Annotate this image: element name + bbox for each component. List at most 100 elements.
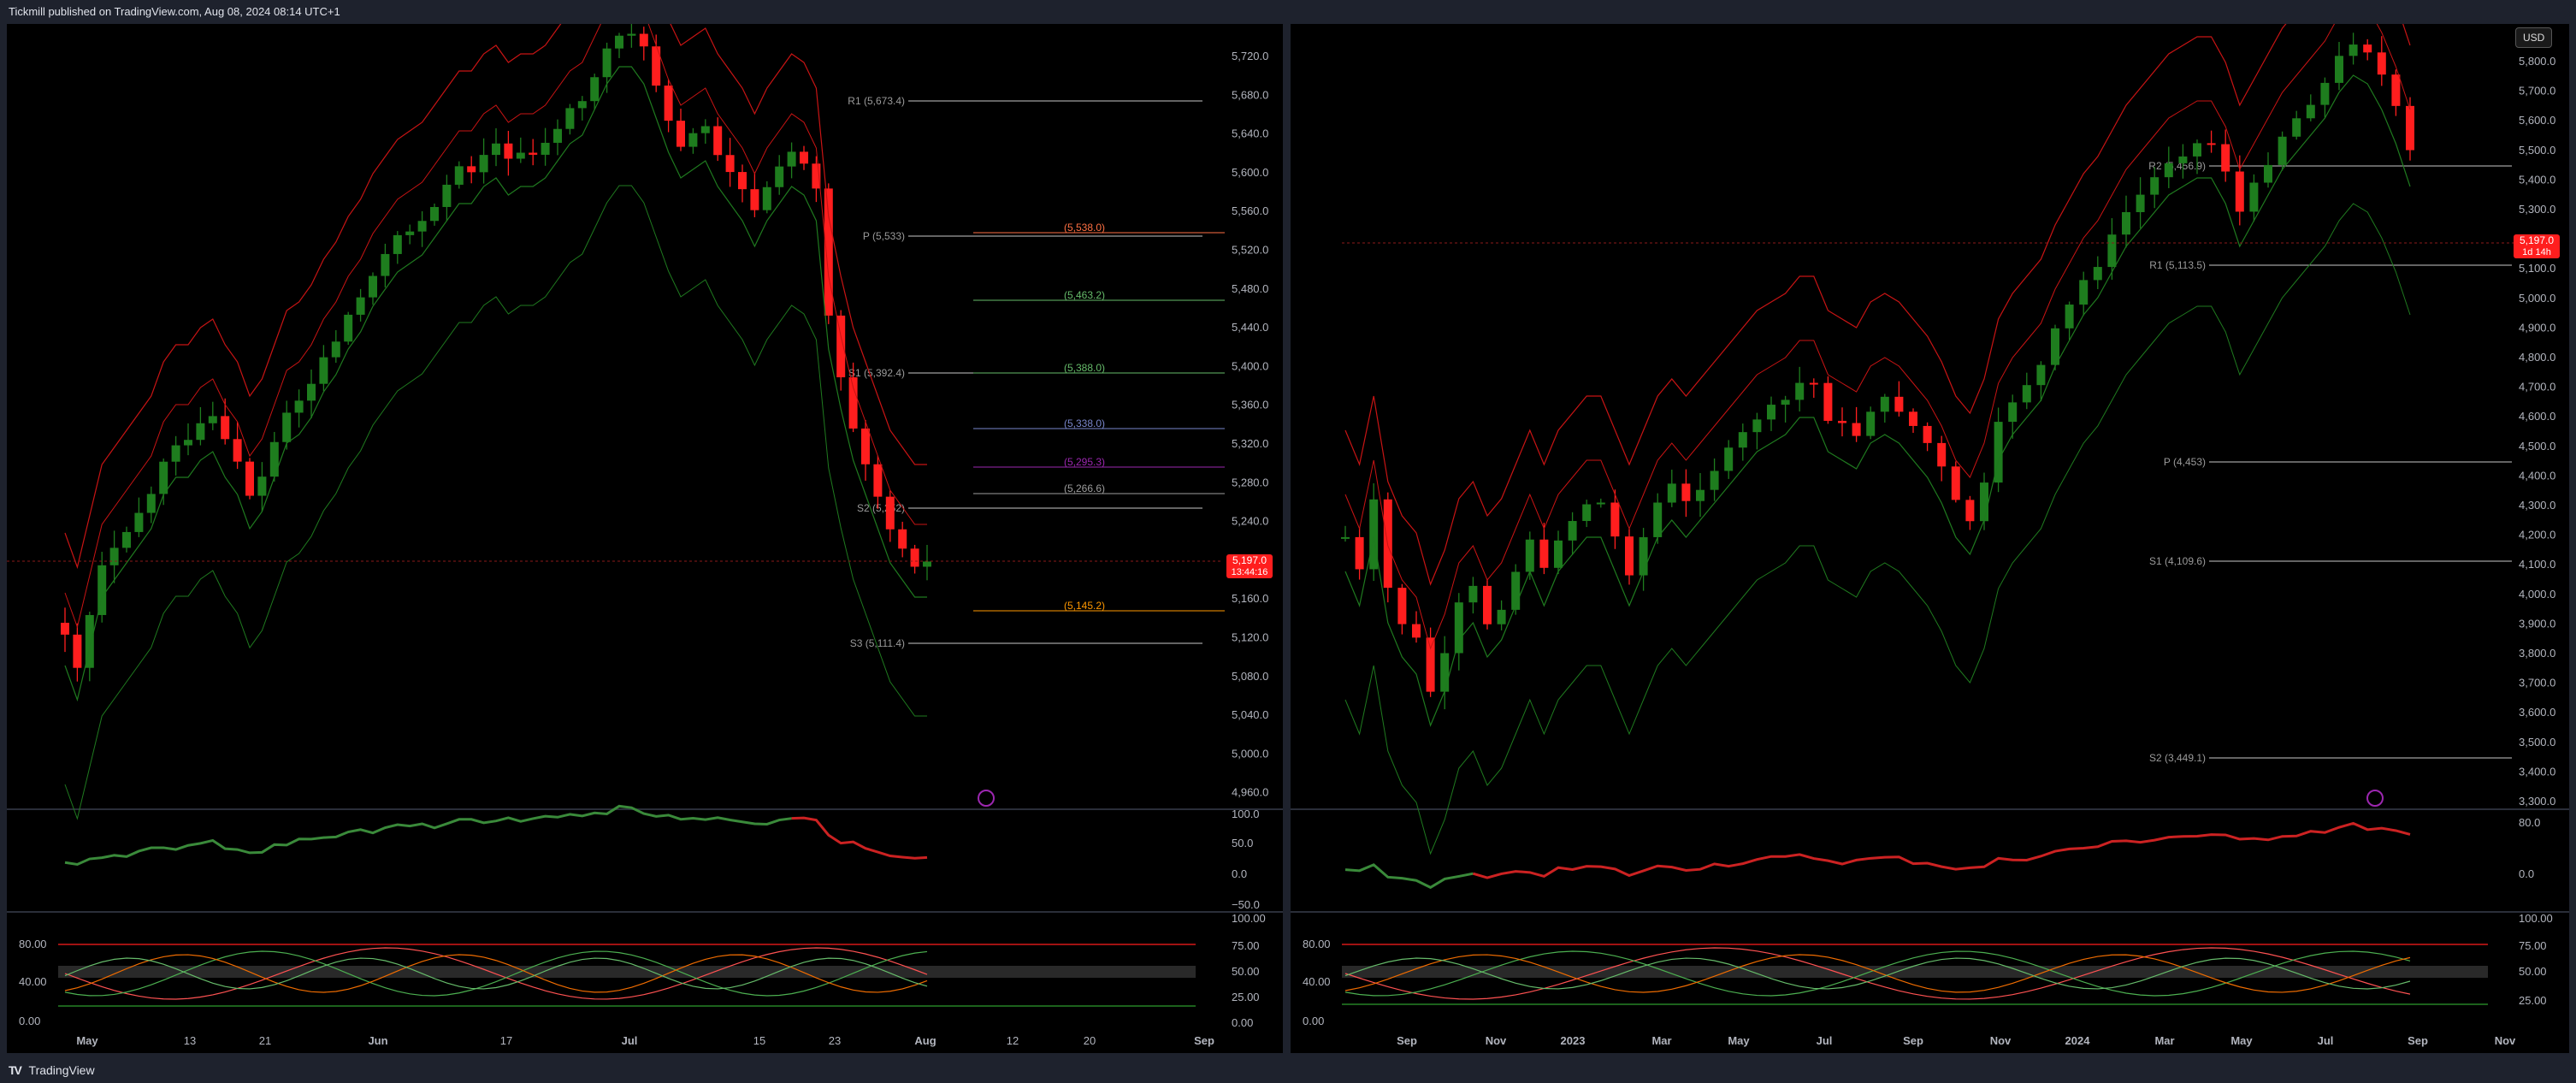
pivot-label: R2 (5,456.9) bbox=[2148, 160, 2206, 172]
candle-body bbox=[2008, 402, 2018, 423]
price-tick-label: 5,500.0 bbox=[2519, 144, 2555, 157]
candle-body bbox=[1852, 423, 1861, 436]
candle-body bbox=[269, 441, 279, 477]
oscillator-tick-label: 50.0 bbox=[1232, 837, 1253, 849]
candle-body bbox=[184, 440, 192, 446]
stoch-left-tick-label: 80.00 bbox=[19, 938, 47, 950]
time-tick-label: 15 bbox=[753, 1034, 765, 1047]
price-tick-label: 4,700.0 bbox=[2519, 381, 2555, 394]
price-tick-label: 5,680.0 bbox=[1232, 88, 1268, 101]
price-tick-label: 3,300.0 bbox=[2519, 795, 2555, 808]
candle-body bbox=[208, 416, 217, 423]
candle-body bbox=[171, 445, 180, 462]
time-tick-label: May bbox=[76, 1034, 98, 1047]
candle-body bbox=[331, 341, 340, 358]
candle-body bbox=[467, 166, 476, 173]
candle-body bbox=[824, 188, 833, 316]
candle-body bbox=[1795, 382, 1805, 400]
candle-body bbox=[577, 101, 587, 109]
stoch-tick-label: 0.00 bbox=[1232, 1016, 1253, 1029]
candle-body bbox=[97, 565, 107, 615]
left-chart-panel[interactable]: 5,720.0 5,680.0 5,640.0 5,600.0 5,560.0 5,520… bbox=[7, 24, 1283, 1053]
stoch-left-tick-label: 80.00 bbox=[1303, 938, 1331, 950]
candle-body bbox=[2235, 171, 2244, 212]
right-chart-panel[interactable]: 5,800.0 5,700.0 5,600.0 5,500.0 5,400.0 5,300… bbox=[1291, 24, 2569, 1053]
candle-body bbox=[1497, 609, 1506, 624]
time-tick-label: Jul bbox=[2318, 1034, 2334, 1047]
oscillator-tick-label: 0.0 bbox=[1232, 867, 1247, 880]
candle-body bbox=[2377, 52, 2386, 75]
momentum-line-bear bbox=[1472, 821, 2411, 879]
candle-body bbox=[196, 423, 205, 441]
candle-body bbox=[2391, 74, 2401, 106]
right-last-price-tag: 5,197.0 1d 14h bbox=[2514, 234, 2560, 258]
pivot-label: S1 (4,109.6) bbox=[2149, 555, 2206, 567]
candle-body bbox=[627, 33, 636, 36]
candle-body bbox=[492, 143, 500, 156]
candle-body bbox=[1639, 536, 1648, 576]
candle-body bbox=[1980, 482, 1988, 522]
stoch-tick-label: 100.00 bbox=[2519, 912, 2553, 925]
lower-band-line bbox=[1344, 203, 2411, 855]
tradingview-logo-icon: TV bbox=[9, 1063, 22, 1077]
lightning-icon bbox=[2366, 790, 2384, 807]
candle-body bbox=[565, 108, 575, 129]
stochastic-line bbox=[64, 950, 928, 997]
candle-body bbox=[2079, 280, 2089, 305]
candle-body bbox=[1809, 382, 1818, 385]
upper-inner-band-line bbox=[1344, 24, 2411, 650]
price-tick-label: 3,500.0 bbox=[2519, 736, 2555, 749]
time-tick-label: 2023 bbox=[1561, 1034, 1586, 1047]
price-tick-label: 5,600.0 bbox=[2519, 114, 2555, 127]
candle-body bbox=[233, 439, 242, 462]
fib-level-label: (5,145.2) bbox=[1064, 600, 1105, 612]
price-tick-label: 5,800.0 bbox=[2519, 55, 2555, 68]
candle-body bbox=[750, 189, 759, 210]
price-tick-label: 5,240.0 bbox=[1232, 515, 1268, 528]
candle-body bbox=[2178, 156, 2188, 163]
candle-body bbox=[307, 383, 316, 401]
oscillator-tick-label: 100.0 bbox=[1232, 808, 1260, 820]
candle-body bbox=[725, 155, 735, 173]
candle-body bbox=[885, 496, 895, 530]
price-tick-label: 5,160.0 bbox=[1232, 592, 1268, 605]
right-chart-canvas[interactable]: 5,800.0 5,700.0 5,600.0 5,500.0 5,400.0 5,300… bbox=[1291, 24, 2569, 1053]
currency-button[interactable]: USD bbox=[2515, 27, 2553, 48]
candle-body bbox=[1894, 396, 1904, 412]
pivot-label: P (5,533) bbox=[863, 230, 905, 242]
price-tick-label: 4,400.0 bbox=[2519, 469, 2555, 482]
lower-band-line bbox=[64, 185, 927, 820]
candle-body bbox=[2136, 194, 2145, 212]
candle-body bbox=[2264, 164, 2272, 183]
stochastic-line bbox=[64, 957, 928, 990]
candle-body bbox=[344, 314, 353, 342]
candle-body bbox=[319, 357, 328, 384]
price-tick-label: 5,440.0 bbox=[1232, 321, 1268, 334]
left-chart-canvas[interactable]: 5,720.0 5,680.0 5,640.0 5,600.0 5,560.0 5,520… bbox=[7, 24, 1283, 1053]
candle-body bbox=[479, 155, 488, 173]
tradingview-brand[interactable]: TV TradingView bbox=[9, 1063, 95, 1077]
candle-body bbox=[1923, 425, 1932, 443]
candle-body bbox=[442, 184, 452, 207]
candle-body bbox=[812, 163, 821, 189]
price-tick-label: 4,960.0 bbox=[1232, 786, 1268, 799]
fib-level-label: (5,538.0) bbox=[1064, 222, 1105, 234]
candle-body bbox=[861, 428, 870, 465]
price-tick-label: 4,100.0 bbox=[2519, 558, 2555, 571]
candle-body bbox=[1724, 447, 1734, 471]
time-tick-label: Nov bbox=[2495, 1034, 2516, 1047]
momentum-line-bear bbox=[791, 816, 928, 860]
price-tick-label: 3,800.0 bbox=[2519, 647, 2555, 660]
middle-band-line bbox=[64, 66, 927, 702]
time-tick-label: 20 bbox=[1084, 1034, 1096, 1047]
candle-body bbox=[541, 142, 550, 155]
price-tick-label: 4,000.0 bbox=[2519, 588, 2555, 601]
candle-body bbox=[1823, 382, 1833, 421]
stoch-tick-label: 50.00 bbox=[2519, 965, 2547, 978]
candle-body bbox=[1994, 422, 2003, 483]
candle-body bbox=[282, 412, 292, 442]
candle-body bbox=[2349, 44, 2358, 56]
price-tick-label: 5,320.0 bbox=[1232, 437, 1268, 450]
candle-body bbox=[1440, 653, 1450, 692]
candle-body bbox=[688, 133, 698, 147]
